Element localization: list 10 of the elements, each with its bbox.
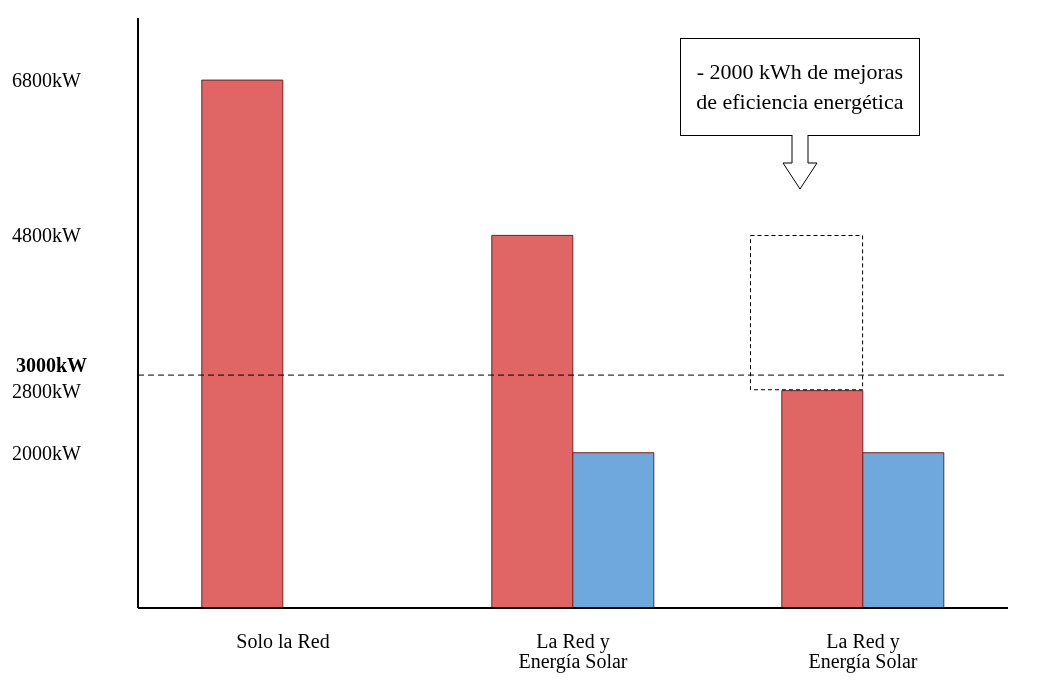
ref-line-label: 3000kW bbox=[16, 354, 88, 377]
annotation: - 2000 kWh de mejoras de eficiencia energética bbox=[679, 38, 920, 136]
x-tick-label: La Red y Energía Solar bbox=[808, 630, 918, 674]
y-tick-label: 2800kW bbox=[12, 379, 81, 402]
bar bbox=[201, 79, 284, 608]
y-tick-label: 4800kW bbox=[12, 224, 81, 247]
y-tick-label: 2000kW bbox=[12, 441, 81, 464]
y-tick-label: 6800kW bbox=[12, 69, 81, 92]
x-tick-label: Solo la Red bbox=[236, 630, 330, 653]
x-tick-label: La Red y Energía Solar bbox=[518, 630, 628, 674]
